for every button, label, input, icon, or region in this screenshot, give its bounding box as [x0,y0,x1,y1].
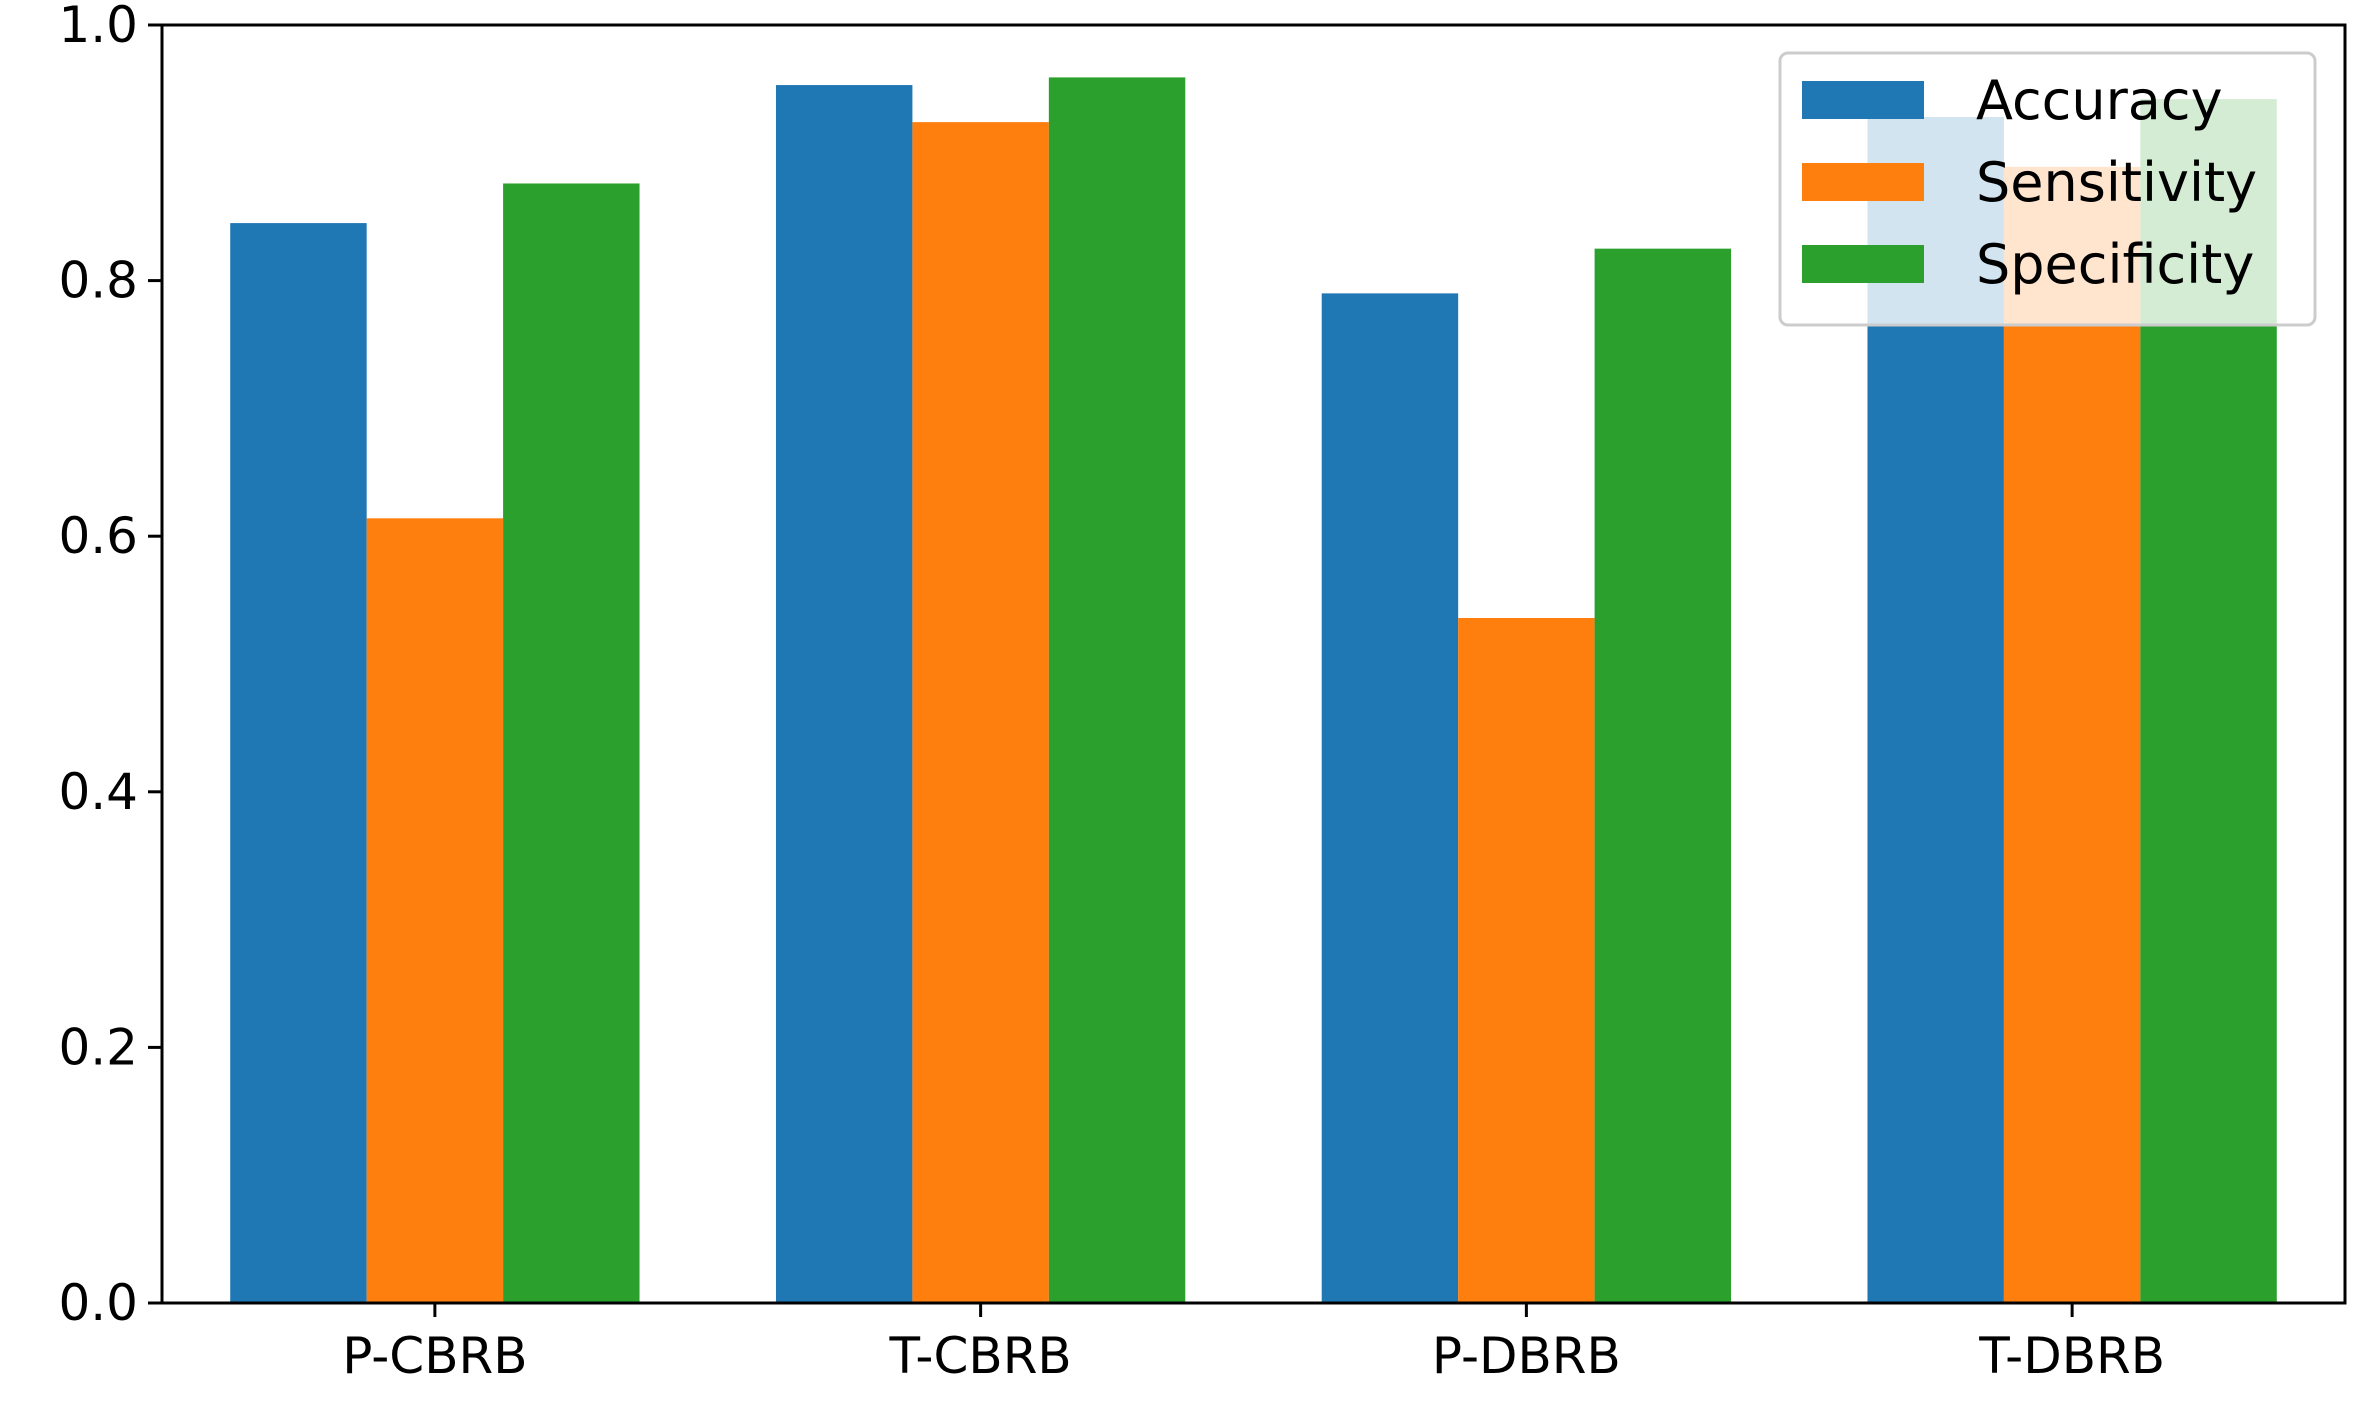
legend-label-specificity: Specificity [1976,233,2254,296]
legend-swatch-specificity [1802,245,1924,283]
bar-sensitivity-t-dbrb [2003,166,2141,1304]
bars-group [230,77,2277,1304]
y-tick-label: 0.0 [58,1274,138,1332]
y-tick-label: 0.8 [58,252,138,310]
bar-specificity-t-cbrb [1048,77,1186,1303]
bar-accuracy-p-dbrb [1321,293,1459,1303]
y-tick-label: 0.6 [58,507,138,565]
y-tick-label: 0.2 [58,1018,138,1076]
bar-specificity-p-cbrb [503,183,640,1304]
plot-frame [160,23,2347,1305]
x-tick-label: T-CBRB [888,1327,1071,1385]
bar-sensitivity-p-dbrb [1458,617,1595,1303]
y-tick-label: 0.4 [58,763,138,821]
y-tick-label: 1.0 [58,0,138,54]
bar-accuracy-p-cbrb [230,223,367,1304]
bar-accuracy-t-cbrb [775,85,913,1304]
x-tick-label: T-DBRB [1978,1327,2165,1385]
x-tick-label: P-CBRB [342,1327,527,1385]
bar-sensitivity-p-cbrb [366,518,504,1303]
bar-sensitivity-t-cbrb [912,122,1049,1303]
bar-specificity-p-dbrb [1594,248,1732,1303]
legend: Accuracy Sensitivity Specificity [1778,51,2317,327]
axes-group: 0.0 0.2 0.4 0.6 0.8 1.0 P-CBRB T-CBRB P-DBRB T-DB… [58,0,2347,1385]
legend-swatch-accuracy [1802,81,1924,119]
legend-swatch-sensitivity [1802,163,1924,201]
legend-label-sensitivity: Sensitivity [1976,151,2257,214]
legend-label-accuracy: Accuracy [1976,69,2223,132]
x-tick-label: P-DBRB [1432,1327,1621,1385]
